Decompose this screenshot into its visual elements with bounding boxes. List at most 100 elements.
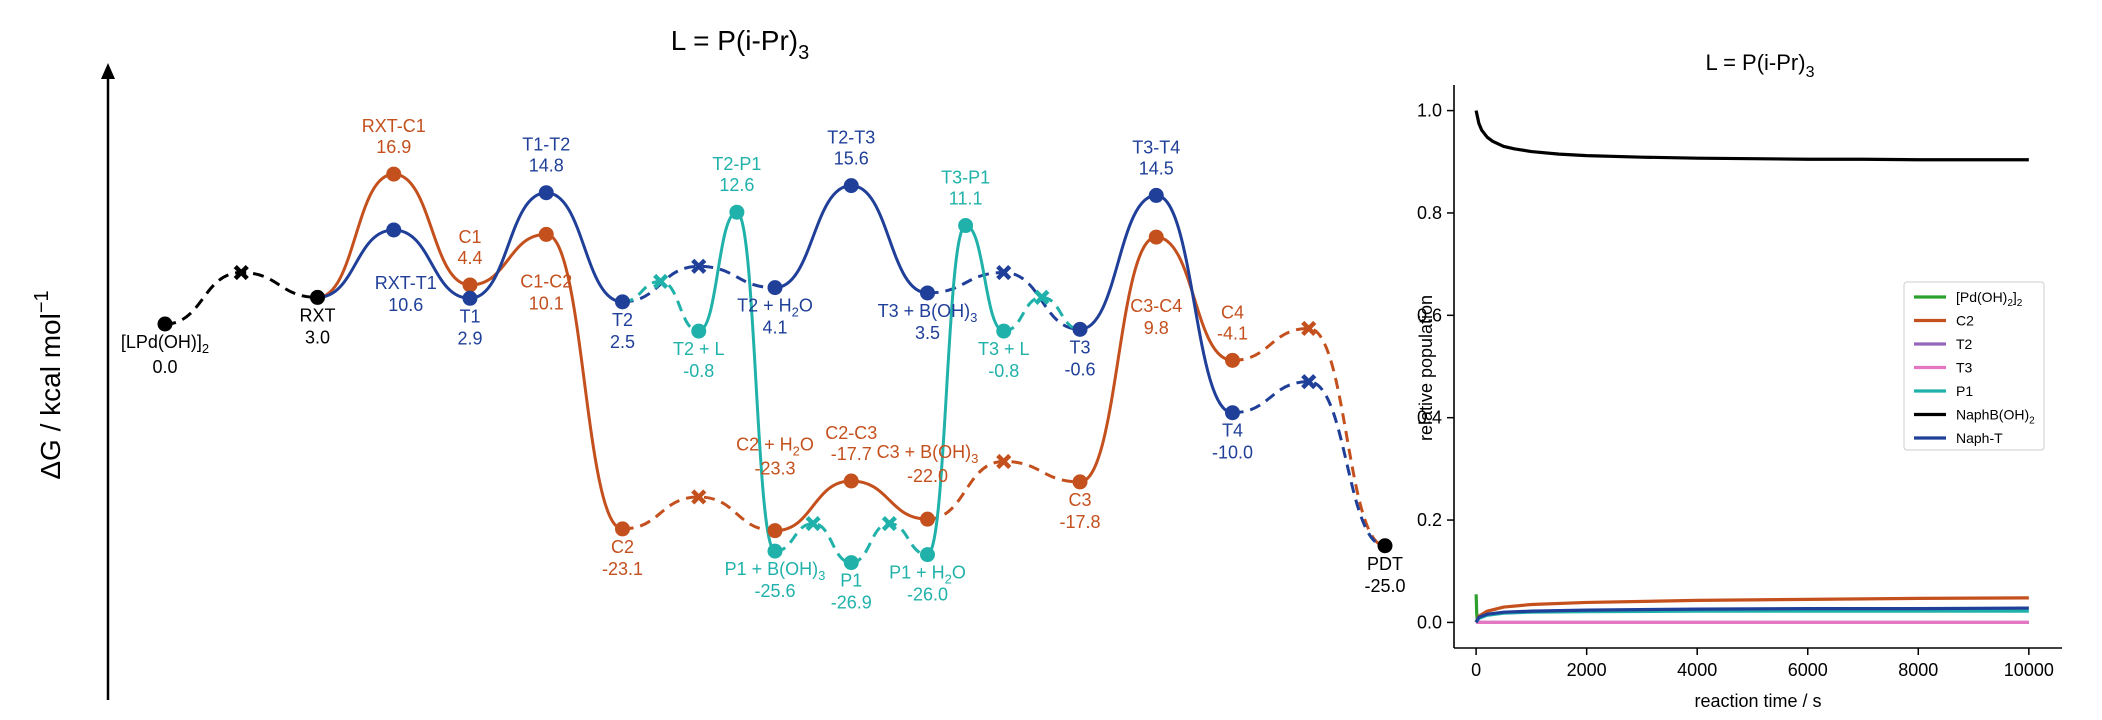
state-label-t3_l: T3 + L xyxy=(978,339,1030,359)
profile-path-teal-dashed xyxy=(1003,295,1081,333)
profile-path-blue-solid xyxy=(851,184,928,295)
state-point-c1_c2 xyxy=(538,226,554,242)
state-point-lpd xyxy=(157,316,173,332)
state-point-rxt_t1 xyxy=(386,222,402,238)
state-value-c3: -17.8 xyxy=(1059,512,1100,532)
transition-cross-ts_t3_l xyxy=(1034,289,1050,305)
profile-path-orange-solid xyxy=(1079,235,1157,484)
state-label-rxt_c1: RXT-C1 xyxy=(362,116,426,136)
state-value-t3_p1: 11.1 xyxy=(949,189,983,209)
transition-cross-ts_c2_h2o xyxy=(691,489,707,505)
transition-cross-ts_t4 xyxy=(1301,374,1317,390)
profile-path-orange-solid xyxy=(469,232,547,287)
state-label-c2: C2 xyxy=(611,537,634,557)
state-label-t2_t3: T2-T3 xyxy=(827,128,875,148)
legend-entry-label: C2 xyxy=(1956,313,1974,329)
profile-path-orange-solid xyxy=(393,172,471,287)
state-point-t3_t4 xyxy=(1148,187,1164,203)
kinetics-legend: [Pd(OH)2]2 C2 T2 T3 P1 NaphB(OH)2 Naph-T xyxy=(1903,281,2045,451)
state-label-t2: T2 xyxy=(612,310,633,330)
state-value-c2_c3: -17.7 xyxy=(831,444,872,464)
state-point-c3 xyxy=(1072,474,1088,490)
state-label-c4: C4 xyxy=(1221,302,1244,322)
state-value-t2: 2.5 xyxy=(610,332,635,352)
profile-path-orange-dashed xyxy=(927,459,1081,521)
kinetics-panel: L = P(i-Pr)3 0 2000 4000 6000 8000 10000 0.0 0.… xyxy=(1416,50,2062,711)
profile-path-blue-dashed xyxy=(1232,380,1386,548)
state-value-rxt_c1: 16.9 xyxy=(376,137,411,157)
state-label-t3: T3 xyxy=(1069,337,1090,357)
kinetics-title-subscript: 3 xyxy=(1806,64,1815,81)
profile-title-subscript: 3 xyxy=(798,42,809,64)
transition-cross-ts_c3_boh3 xyxy=(996,453,1012,470)
kinetics-axes xyxy=(1453,85,2062,649)
state-label-t1: T1 xyxy=(459,306,480,326)
state-value-t3_boh3: 3.5 xyxy=(915,323,940,343)
energy-axis-arrow-icon xyxy=(101,63,115,79)
state-value-c1: 4.4 xyxy=(457,248,482,268)
state-label-p1_boh3: P1 + B(OH)3 xyxy=(725,559,826,583)
state-point-t4 xyxy=(1225,405,1240,421)
state-value-c2_h2o: -23.3 xyxy=(754,459,795,479)
x-tick-label: 4000 xyxy=(1677,660,1717,680)
state-value-rxt: 3.0 xyxy=(305,327,330,347)
transition-cross-ts_t2_l xyxy=(653,273,669,290)
energy-axis-label: ΔG / kcal mol−1 xyxy=(31,290,66,479)
series-line-c2 xyxy=(1474,596,2029,624)
state-label-c3_boh3: C3 + B(OH)3 xyxy=(877,442,979,466)
profile-curves xyxy=(164,172,1386,565)
state-label-t3_boh3: T3 + B(OH)3 xyxy=(878,301,978,325)
state-point-rxt_c1 xyxy=(386,166,402,182)
profile-path-teal-solid xyxy=(926,224,968,557)
x-tick-label: 2000 xyxy=(1567,660,1607,680)
state-label-c1_c2: C1-C2 xyxy=(520,271,572,291)
series-line-naph-t xyxy=(1474,606,2029,624)
profile-path-orange-dashed xyxy=(622,495,776,533)
state-value-t3_t4: 14.5 xyxy=(1139,158,1174,178)
profile-path-blue-solid xyxy=(317,228,394,299)
state-label-c3: C3 xyxy=(1068,490,1091,510)
state-label-c1: C1 xyxy=(458,227,481,247)
profile-path-orange-dashed xyxy=(1232,326,1386,548)
state-value-c1_c2: 10.1 xyxy=(529,293,564,313)
state-point-c3_boh3 xyxy=(920,511,935,527)
state-value-t3: -0.6 xyxy=(1064,359,1095,379)
state-value-t2_h2o: 4.1 xyxy=(762,318,787,338)
x-tick-label: 6000 xyxy=(1788,660,1828,680)
profile-path-teal-solid xyxy=(735,210,777,553)
state-value-t3_l: -0.8 xyxy=(988,361,1019,381)
profile-path-teal-dashed xyxy=(774,522,852,565)
state-label-p1_h2o: P1 + H2O xyxy=(889,563,966,587)
energy-profile-panel: L = P(i-Pr)3 ΔG / kcal mol−1 [LPd(OH)]20… xyxy=(31,25,1406,700)
state-value-c2: -23.1 xyxy=(602,559,643,579)
legend-entry-label: P1 xyxy=(1956,383,1973,399)
state-label-t3_p1: T3-P1 xyxy=(941,168,990,188)
state-point-t2_p1 xyxy=(729,204,745,220)
profile-markers xyxy=(157,166,1393,571)
state-value-rxt_t1: 10.6 xyxy=(388,295,423,315)
state-point-p1_h2o xyxy=(920,547,935,563)
state-value-t2_t3: 15.6 xyxy=(834,149,869,169)
legend-entry-label: T2 xyxy=(1956,336,1973,352)
legend-entry-label: NaphB(OH)2 xyxy=(1956,407,2035,427)
state-point-c2_c3 xyxy=(843,473,859,489)
profile-path-blue-solid xyxy=(546,191,623,304)
x-tick-label: 8000 xyxy=(1898,660,1938,680)
x-tick-label: 10000 xyxy=(2004,660,2054,680)
transition-cross-ts_t3_boh3 xyxy=(996,264,1012,281)
profile-path-teal-dashed xyxy=(622,279,700,333)
y-tick-label: 0.4 xyxy=(1417,408,1442,428)
state-point-t3 xyxy=(1072,321,1088,337)
transition-cross-ts_lpd xyxy=(233,264,249,281)
profile-path-orange-solid xyxy=(851,479,928,521)
state-value-t1_t2: 14.8 xyxy=(529,156,564,176)
state-label-c3_c4: C3-C4 xyxy=(1130,296,1182,316)
transition-cross-ts_c4 xyxy=(1301,320,1317,337)
state-value-t2_l: -0.8 xyxy=(683,361,714,381)
state-label-t1_t2: T1-T2 xyxy=(522,135,570,155)
state-point-c3_c4 xyxy=(1148,229,1164,245)
state-value-p1_h2o: -26.0 xyxy=(907,585,948,605)
state-value-c4: -4.1 xyxy=(1217,323,1248,343)
profile-path-teal-solid xyxy=(698,210,738,333)
state-point-p1_boh3 xyxy=(767,543,783,559)
